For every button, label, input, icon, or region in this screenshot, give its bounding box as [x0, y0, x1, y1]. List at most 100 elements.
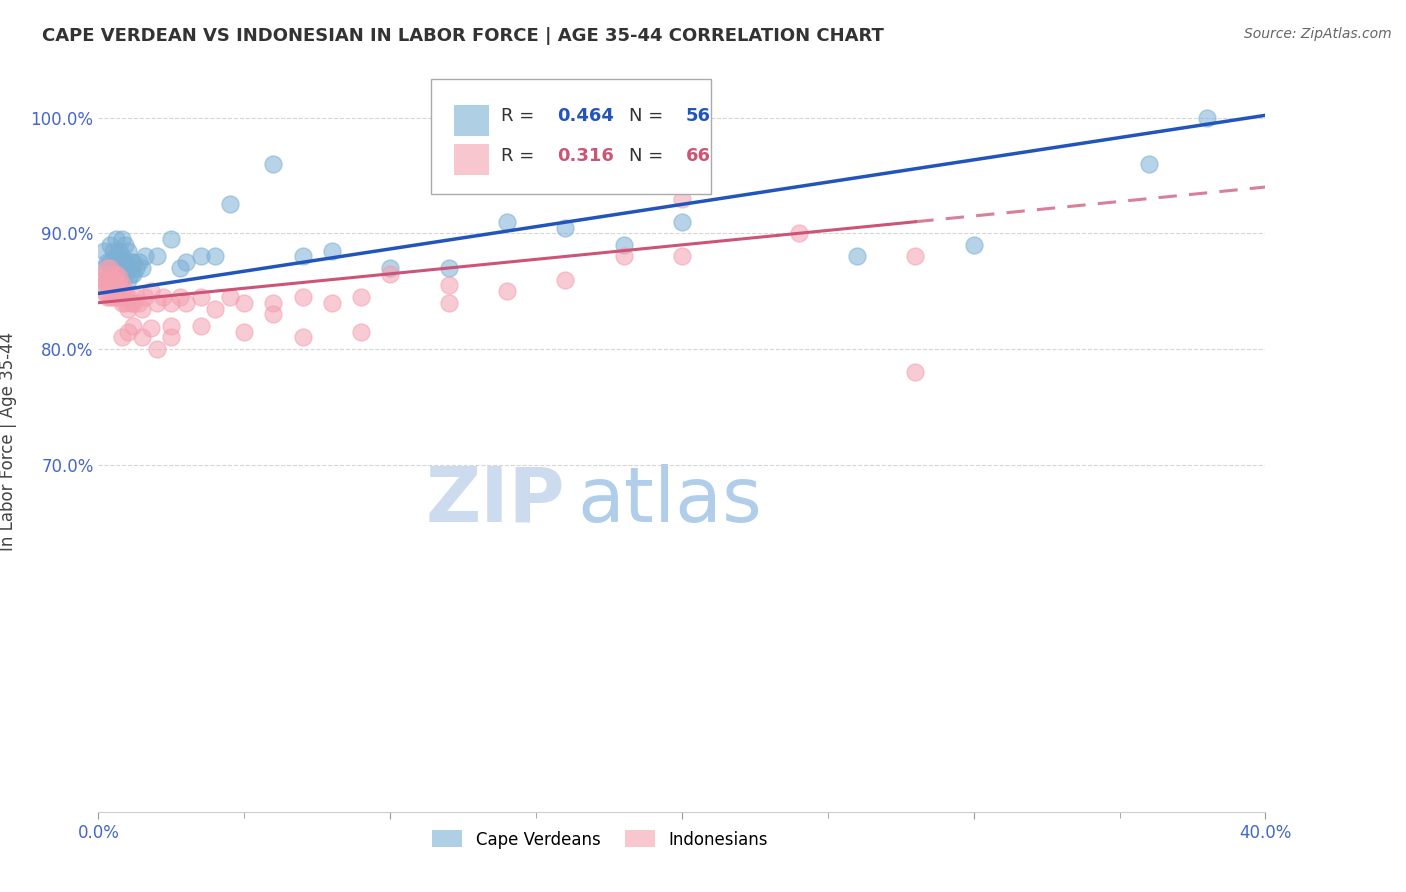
Point — [108, 267, 131, 281]
Point — [321, 295, 343, 310]
Point — [111, 330, 134, 344]
Text: Source: ZipAtlas.com: Source: ZipAtlas.com — [1244, 27, 1392, 41]
Point — [146, 295, 169, 310]
Point — [101, 260, 124, 275]
Point — [122, 267, 145, 281]
Point — [169, 290, 191, 304]
Bar — [454, 104, 489, 136]
Point — [111, 286, 134, 301]
Point — [104, 290, 127, 304]
Point — [93, 278, 115, 293]
Point — [904, 365, 927, 379]
Point — [139, 284, 162, 298]
Point — [114, 284, 136, 298]
Point — [101, 267, 124, 281]
Point — [96, 260, 118, 275]
Point — [218, 290, 240, 304]
Point — [111, 277, 134, 292]
Point — [104, 284, 127, 298]
Point — [671, 250, 693, 264]
Text: 66: 66 — [685, 147, 710, 165]
Point — [122, 255, 145, 269]
Point — [111, 295, 134, 310]
Point — [120, 255, 142, 269]
Point — [437, 260, 460, 275]
Point — [496, 284, 519, 298]
Point — [122, 295, 145, 310]
Point — [350, 325, 373, 339]
Point — [128, 255, 150, 269]
Point — [108, 290, 131, 304]
FancyBboxPatch shape — [432, 78, 711, 194]
Point — [96, 272, 118, 286]
Point — [204, 301, 226, 316]
Point — [117, 244, 139, 258]
Point — [93, 244, 115, 258]
Point — [612, 250, 634, 264]
Point — [174, 255, 197, 269]
Point — [104, 267, 127, 281]
Point — [190, 318, 212, 333]
Point — [98, 255, 121, 269]
Point — [962, 238, 984, 252]
Point — [114, 238, 136, 252]
Point — [496, 215, 519, 229]
Point — [108, 278, 131, 293]
Point — [131, 330, 153, 344]
Point — [291, 330, 314, 344]
Point — [146, 250, 169, 264]
Point — [93, 272, 115, 286]
Point — [1137, 157, 1160, 171]
Point — [101, 272, 124, 286]
Point — [117, 325, 139, 339]
Bar — [454, 144, 489, 175]
Point — [108, 284, 131, 298]
Point — [787, 227, 810, 241]
Point — [111, 232, 134, 246]
Point — [96, 272, 118, 286]
Point — [104, 278, 127, 293]
Point — [671, 215, 693, 229]
Point — [160, 295, 183, 310]
Point — [125, 290, 148, 304]
Point — [437, 278, 460, 293]
Point — [554, 220, 576, 235]
Point — [134, 250, 156, 264]
Point — [111, 260, 134, 275]
Point — [108, 244, 131, 258]
Point — [120, 295, 142, 310]
Text: R =: R = — [501, 107, 540, 125]
Point — [96, 290, 118, 304]
Point — [98, 238, 121, 252]
Point — [101, 278, 124, 293]
Point — [190, 250, 212, 264]
Point — [93, 284, 115, 298]
Point — [174, 295, 197, 310]
Text: 0.316: 0.316 — [557, 147, 614, 165]
Point — [233, 325, 256, 339]
Point — [846, 250, 869, 264]
Point — [350, 290, 373, 304]
Point — [204, 250, 226, 264]
Point — [125, 260, 148, 275]
Point — [122, 318, 145, 333]
Point — [101, 290, 124, 304]
Point — [104, 278, 127, 293]
Point — [291, 250, 314, 264]
Text: 0.464: 0.464 — [557, 107, 614, 125]
Point — [169, 260, 191, 275]
Point — [291, 290, 314, 304]
Point — [262, 307, 284, 321]
Text: N =: N = — [630, 147, 669, 165]
Point — [120, 267, 142, 281]
Point — [134, 290, 156, 304]
Point — [114, 267, 136, 281]
Point — [104, 250, 127, 264]
Point — [101, 278, 124, 293]
Point — [139, 321, 162, 335]
Point — [108, 255, 131, 269]
Point — [128, 295, 150, 310]
Point — [93, 267, 115, 281]
Point — [104, 272, 127, 286]
Point — [380, 260, 402, 275]
